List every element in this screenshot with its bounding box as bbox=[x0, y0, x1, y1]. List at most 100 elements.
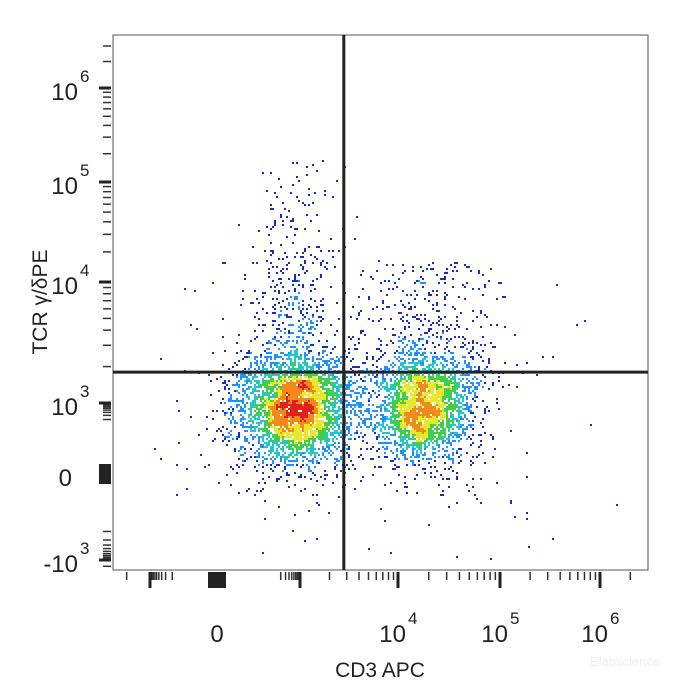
event-dot bbox=[314, 424, 316, 426]
event-dot bbox=[390, 426, 392, 428]
event-dot bbox=[294, 256, 296, 258]
event-dot bbox=[418, 428, 420, 430]
event-dot bbox=[328, 364, 330, 366]
event-dot bbox=[306, 364, 308, 366]
event-dot bbox=[308, 328, 310, 330]
event-dot bbox=[420, 338, 422, 340]
event-dot bbox=[250, 382, 252, 384]
event-dot bbox=[446, 364, 448, 366]
event-dot bbox=[280, 376, 282, 378]
event-dot bbox=[384, 456, 386, 458]
event-dot bbox=[374, 382, 376, 384]
event-dot bbox=[380, 404, 382, 406]
event-dot bbox=[244, 440, 246, 442]
event-dot bbox=[274, 408, 276, 410]
event-dot bbox=[456, 400, 458, 402]
event-dot bbox=[262, 434, 264, 436]
event-dot bbox=[338, 428, 340, 430]
event-dot bbox=[436, 412, 438, 414]
event-dot bbox=[308, 358, 310, 360]
event-dot bbox=[424, 396, 426, 398]
event-dot bbox=[312, 316, 314, 318]
event-dot bbox=[442, 330, 444, 332]
event-dot bbox=[442, 422, 444, 424]
event-dot bbox=[448, 486, 450, 488]
event-dot bbox=[264, 356, 266, 358]
event-dot bbox=[282, 362, 284, 364]
event-dot bbox=[296, 412, 298, 414]
event-dot bbox=[282, 268, 284, 270]
event-dot bbox=[406, 352, 408, 354]
event-dot bbox=[396, 400, 398, 402]
event-dot bbox=[484, 408, 486, 410]
event-dot bbox=[316, 422, 318, 424]
event-dot bbox=[392, 414, 394, 416]
event-dot bbox=[464, 416, 466, 418]
event-dot bbox=[290, 374, 292, 376]
event-dot bbox=[300, 452, 302, 454]
event-dot bbox=[300, 406, 302, 408]
event-dot bbox=[444, 348, 446, 350]
event-dot bbox=[278, 454, 280, 456]
event-dot bbox=[392, 452, 394, 454]
event-dot bbox=[278, 278, 280, 280]
event-dot bbox=[526, 518, 528, 520]
event-dot bbox=[450, 352, 452, 354]
event-dot bbox=[290, 412, 292, 414]
event-dot bbox=[440, 410, 442, 412]
event-dot bbox=[360, 454, 362, 456]
event-dot bbox=[440, 412, 442, 414]
event-dot bbox=[356, 426, 358, 428]
event-dot bbox=[308, 350, 310, 352]
event-dot bbox=[370, 416, 372, 418]
event-dot bbox=[310, 320, 312, 322]
event-dot bbox=[286, 480, 288, 482]
event-dot bbox=[398, 402, 400, 404]
event-dot bbox=[308, 414, 310, 416]
event-dot bbox=[322, 416, 324, 418]
event-dot bbox=[410, 456, 412, 458]
event-dot bbox=[436, 378, 438, 380]
event-dot bbox=[326, 444, 328, 446]
event-dot bbox=[390, 450, 392, 452]
event-dot bbox=[360, 386, 362, 388]
event-dot bbox=[310, 432, 312, 434]
event-dot bbox=[418, 398, 420, 400]
event-dot bbox=[306, 376, 308, 378]
event-dot bbox=[394, 364, 396, 366]
event-dot bbox=[338, 378, 340, 380]
event-dot bbox=[312, 326, 314, 328]
event-dot bbox=[280, 398, 282, 400]
event-dot bbox=[360, 396, 362, 398]
event-dot bbox=[276, 356, 278, 358]
event-dot bbox=[440, 434, 442, 436]
event-dot bbox=[436, 444, 438, 446]
event-dot bbox=[510, 430, 512, 432]
event-dot bbox=[334, 422, 336, 424]
event-dot bbox=[396, 396, 398, 398]
event-dot bbox=[268, 404, 270, 406]
event-dot bbox=[418, 456, 420, 458]
event-dot bbox=[300, 438, 302, 440]
event-dot bbox=[436, 310, 438, 312]
event-dot bbox=[444, 394, 446, 396]
event-dot bbox=[334, 334, 336, 336]
event-dot bbox=[316, 538, 318, 540]
event-dot bbox=[452, 440, 454, 442]
event-dot bbox=[240, 406, 242, 408]
event-dot bbox=[432, 362, 434, 364]
event-dot bbox=[294, 356, 296, 358]
event-dot bbox=[470, 406, 472, 408]
event-dot bbox=[298, 390, 300, 392]
event-dot bbox=[330, 398, 332, 400]
event-dot bbox=[468, 390, 470, 392]
event-dot bbox=[356, 216, 358, 218]
event-dot bbox=[386, 416, 388, 418]
event-dot bbox=[262, 172, 264, 174]
event-dot bbox=[262, 402, 264, 404]
event-dot bbox=[292, 412, 294, 414]
event-dot bbox=[460, 410, 462, 412]
event-dot bbox=[242, 390, 244, 392]
event-dot bbox=[438, 376, 440, 378]
event-dot bbox=[312, 444, 314, 446]
